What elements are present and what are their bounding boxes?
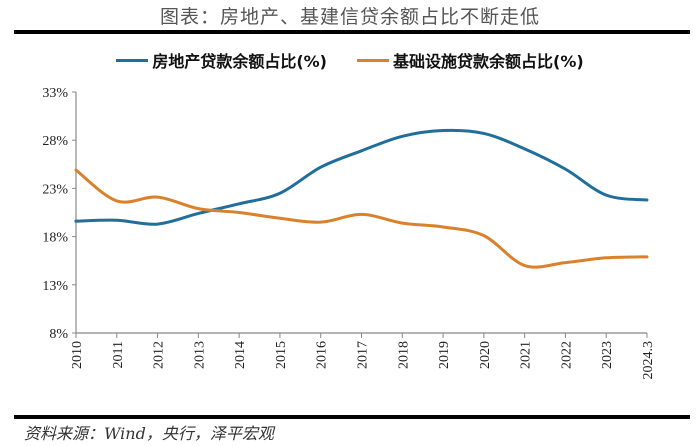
legend-label: 房地产贷款余额占比(%) xyxy=(152,52,327,71)
x-tick-label: 2010 xyxy=(70,341,85,369)
x-tick-label: 2016 xyxy=(315,341,330,369)
y-tick-label: 8% xyxy=(49,327,68,342)
series-line-1 xyxy=(74,168,649,269)
legend-item-real-estate: 房地产贷款余额占比(%) xyxy=(116,48,327,72)
y-tick-label: 23% xyxy=(42,182,68,197)
legend-swatch xyxy=(357,58,389,62)
legend-swatch xyxy=(116,58,149,62)
chart-title: 图表：房地产、基建信贷余额占比不断走低 xyxy=(159,6,540,28)
top-divider xyxy=(14,30,690,34)
bottom-divider xyxy=(14,415,690,419)
legend: 房地产贷款余额占比(%) 基础设施贷款余额占比(%) xyxy=(0,48,700,72)
legend-label: 基础设施贷款余额占比(%) xyxy=(393,52,584,71)
x-tick-label: 2012 xyxy=(152,341,167,369)
y-tick-label: 18% xyxy=(42,231,68,246)
x-tick-label: 2018 xyxy=(396,341,411,369)
legend-item-infrastructure: 基础设施贷款余额占比(%) xyxy=(357,48,584,72)
x-tick-label: 2021 xyxy=(519,341,534,369)
series-line-0 xyxy=(74,128,649,226)
x-tick-label: 2020 xyxy=(478,341,493,369)
x-tick-label: 2014 xyxy=(233,341,248,369)
x-tick-label: 2024.3 xyxy=(641,341,656,380)
x-tick-label: 2013 xyxy=(192,341,207,369)
x-tick-label: 2023 xyxy=(600,341,615,369)
y-tick-label: 28% xyxy=(42,134,68,149)
y-tick-label: 33% xyxy=(42,86,68,101)
x-tick-label: 2011 xyxy=(111,341,126,368)
source-note: 资料来源：Wind，央行，泽平宏观 xyxy=(24,424,274,443)
x-tick-label: 2019 xyxy=(437,341,452,369)
x-tick-label: 2015 xyxy=(274,341,289,369)
x-tick-label: 2022 xyxy=(559,341,574,369)
y-tick-label: 13% xyxy=(42,279,68,294)
x-tick-label: 2017 xyxy=(356,341,371,369)
